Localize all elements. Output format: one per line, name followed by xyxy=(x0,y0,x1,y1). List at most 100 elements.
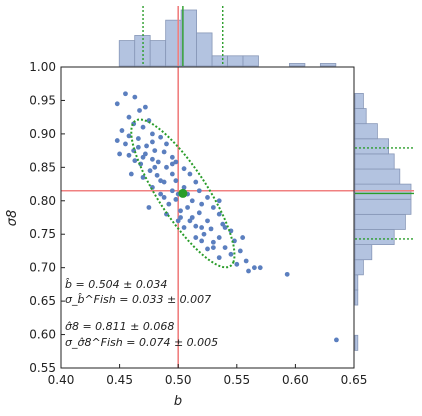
scatter-point-87 xyxy=(128,171,134,177)
hist-sigma8-bar-16 xyxy=(354,93,364,109)
scatter-point-65 xyxy=(222,245,228,251)
scatter-point-28 xyxy=(164,164,169,170)
scatter-point-8 xyxy=(119,128,125,133)
y-tick-label-6: 0.85 xyxy=(29,160,56,174)
scatter-point-45 xyxy=(173,197,179,202)
scatter-point-81 xyxy=(187,218,193,224)
estimate-marker xyxy=(178,188,188,198)
y-tick-label-4: 0.75 xyxy=(29,227,56,241)
y-tick-label-7: 0.90 xyxy=(29,127,56,141)
scatter-point-96 xyxy=(210,245,216,251)
scatter-point-61 xyxy=(201,231,207,237)
scatter-point-70 xyxy=(243,258,249,264)
scatter-point-0 xyxy=(123,91,128,97)
scatter-point-50 xyxy=(210,205,216,210)
scatter-point-34 xyxy=(140,174,146,180)
right-histogram-sigma8 xyxy=(354,93,414,351)
scatter-point-75 xyxy=(146,205,152,210)
scatter-point-46 xyxy=(189,198,195,204)
x-tick-label-5: 0.65 xyxy=(341,373,368,387)
hist-b-bar-8 xyxy=(227,55,244,67)
y-tick-label-1: 0.60 xyxy=(29,328,56,342)
scatter-point-41 xyxy=(196,188,202,194)
scatter-point-83 xyxy=(132,158,138,164)
hist-sigma8-bar-4 xyxy=(354,274,359,291)
scatter-point-43 xyxy=(158,191,164,197)
scatter-point-78 xyxy=(199,238,205,244)
scatter-point-89 xyxy=(117,151,122,157)
hist-sigma8-bar-7 xyxy=(354,229,395,245)
top-histogram-b xyxy=(118,6,337,67)
scatter-point-94 xyxy=(161,195,167,200)
hist-sigma8-bar-6 xyxy=(354,244,373,261)
hist-b-bar-6 xyxy=(196,32,213,67)
plot-area xyxy=(61,67,354,368)
scatter-point-86 xyxy=(140,154,146,160)
scatter-point-17 xyxy=(123,141,128,147)
scatter-point-15 xyxy=(164,141,169,147)
sigma8-fisher-annotation: σ_σ̂8^Fish = 0.074 ± 0.005 xyxy=(65,336,218,349)
scatter-point-59 xyxy=(208,226,214,232)
scatter-point-85 xyxy=(169,161,175,167)
scatter-point-29 xyxy=(181,166,187,172)
stats-annotation: b̂ = 0.504 ± 0.034 σ_b̂^Fish = 0.033 ± 0… xyxy=(65,278,218,349)
scatter-point-57 xyxy=(220,221,226,227)
y-tick-label-9: 1.00 xyxy=(29,60,56,74)
x-tick-label-4: 0.60 xyxy=(282,373,309,387)
hist-sigma8-bar-12 xyxy=(354,153,395,170)
scatter-point-66 xyxy=(205,246,210,252)
scatter-point-73 xyxy=(246,268,251,274)
y-tick-label-2: 0.65 xyxy=(29,294,56,308)
fisher-ellipse xyxy=(130,118,236,269)
scatter-point-26 xyxy=(173,159,179,165)
scatter-point-93 xyxy=(334,337,339,343)
hist-sigma8-bar-8 xyxy=(354,213,406,230)
hist-b-bar-14 xyxy=(319,63,337,67)
y-axis-label: σ8 xyxy=(5,210,20,227)
scatter-point-11 xyxy=(126,133,132,139)
axis-ticks: 0.40 0.45 0.50 0.55 0.60 0.65 0.55 0.60 0.65 0.70… xyxy=(29,60,367,387)
hist-b-bar-7 xyxy=(211,55,228,67)
y-tick-label-5: 0.80 xyxy=(29,194,56,208)
hist-b-bar-3 xyxy=(149,40,167,67)
main-scatter-plot xyxy=(60,66,414,369)
x-tick-label-0: 0.40 xyxy=(48,373,75,387)
scatter-point-14 xyxy=(114,138,120,143)
scatter-point-62 xyxy=(216,235,222,240)
scatter-point-48 xyxy=(166,201,172,207)
scatter-point-52 xyxy=(196,210,202,216)
scatter-point-16 xyxy=(144,143,149,149)
scatter-point-97 xyxy=(193,235,199,240)
scatter-point-98 xyxy=(135,144,141,150)
sigma8-hat-annotation: σ̂8 = 0.811 ± 0.068 xyxy=(65,320,174,333)
scatter-point-91 xyxy=(199,225,205,230)
hist-sigma8-bar-9 xyxy=(354,198,412,215)
x-axis-label: b xyxy=(174,394,182,409)
scatter-point-3 xyxy=(142,104,148,110)
scatter-point-25 xyxy=(155,159,161,165)
hist-sigma8-bar-10 xyxy=(354,183,412,200)
hist-sigma8-bar-0 xyxy=(354,334,359,351)
hist-sigma8-bar-14 xyxy=(354,123,378,140)
scatter-point-1 xyxy=(132,94,138,100)
scatter-point-30 xyxy=(147,168,153,174)
scatter-point-74 xyxy=(257,265,263,271)
scatter-point-12 xyxy=(135,136,141,141)
scatter-point-67 xyxy=(237,248,243,254)
scatter-point-84 xyxy=(158,178,164,184)
scatter-point-77 xyxy=(181,225,187,230)
scatter-point-99 xyxy=(150,139,155,145)
scatter-point-13 xyxy=(158,134,164,140)
scatter-point-40 xyxy=(169,188,175,194)
scatter-point-95 xyxy=(178,215,183,220)
x-tick-label-1: 0.45 xyxy=(106,373,133,387)
scatter-point-56 xyxy=(175,218,181,224)
b-hat-annotation: b̂ = 0.504 ± 0.034 xyxy=(65,278,167,291)
scatter-point-10 xyxy=(150,131,155,137)
scatter-point-51 xyxy=(178,208,183,214)
scatter-point-33 xyxy=(187,171,193,177)
scatter-point-92 xyxy=(284,271,290,277)
x-tick-label-3: 0.55 xyxy=(223,373,250,387)
hist-sigma8-bar-11 xyxy=(354,168,401,185)
